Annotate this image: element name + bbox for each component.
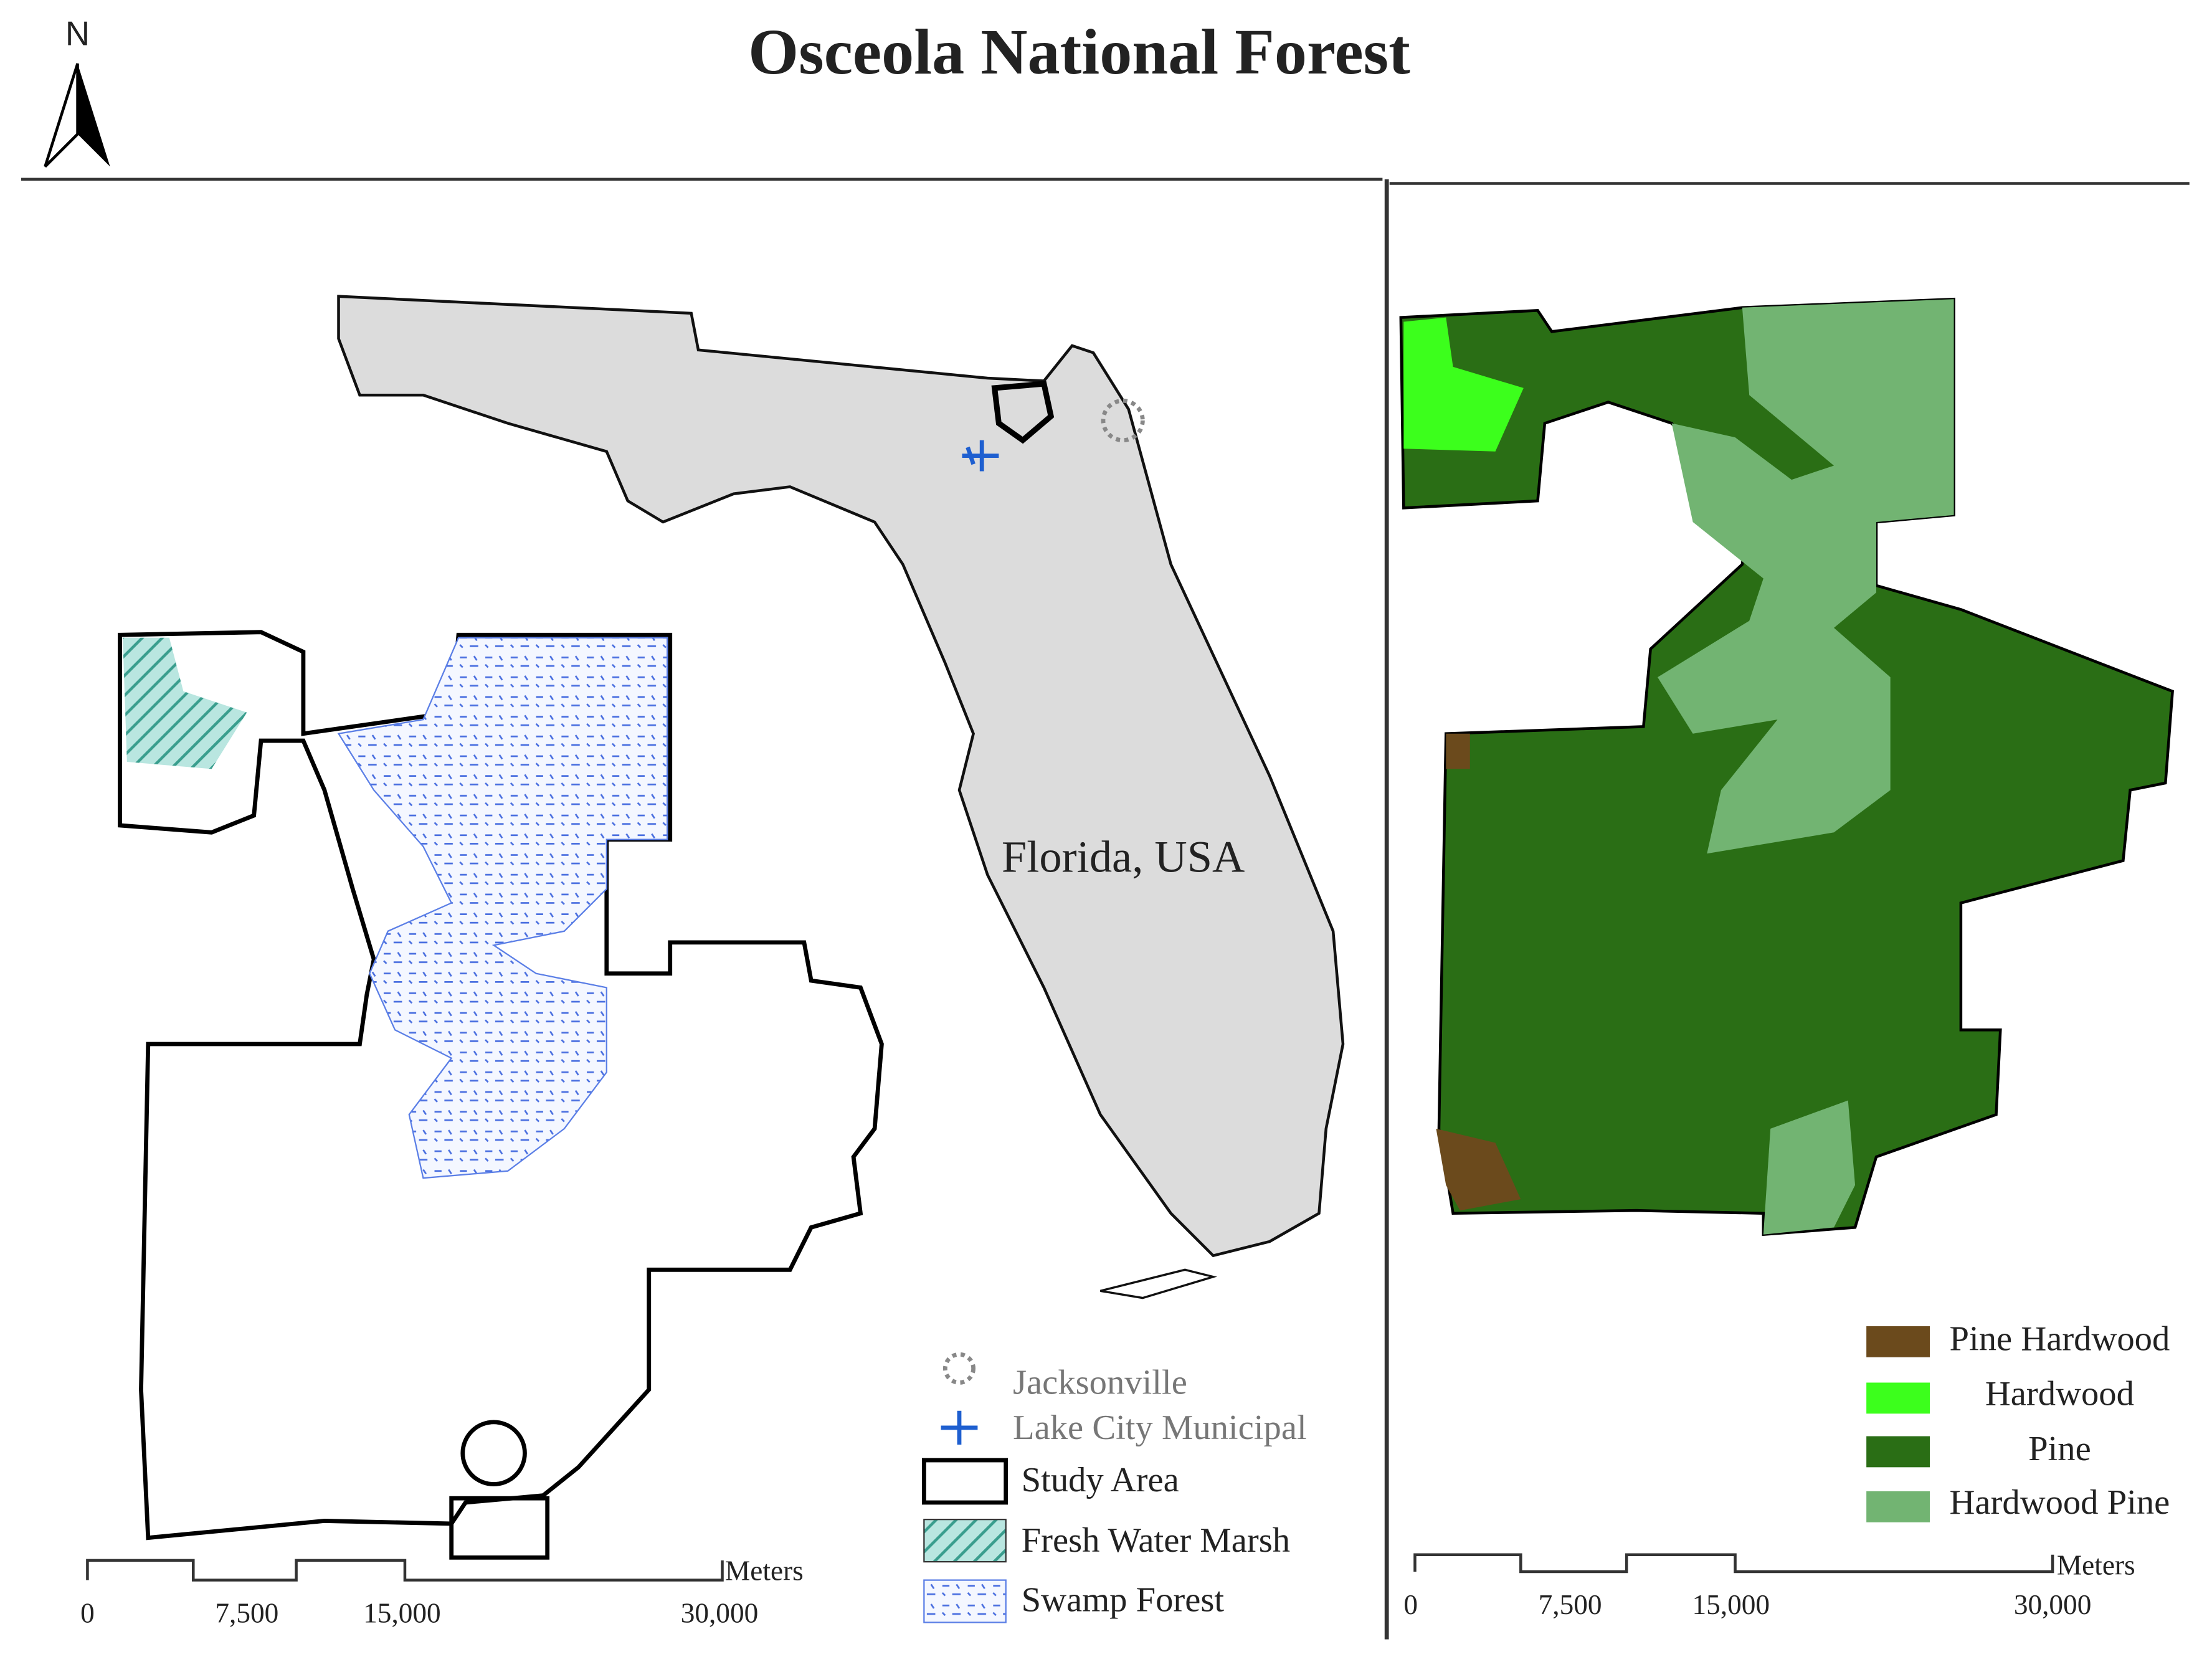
swamp-forest	[337, 637, 668, 1179]
legend-label: Hardwood Pine	[1950, 1483, 2170, 1522]
scale-label: 0	[1403, 1589, 1418, 1620]
scale-unit: Meters	[725, 1555, 804, 1587]
scale-label: 0	[80, 1597, 95, 1628]
north-label: N	[65, 15, 90, 53]
scale-label: 7,500	[215, 1597, 278, 1628]
study-area-locator	[991, 381, 1055, 444]
keys	[1100, 1268, 1218, 1299]
pine-hardwood-area	[1436, 1128, 1521, 1211]
scale-label: 15,000	[1692, 1589, 1770, 1620]
scale-label: 15,000	[363, 1597, 441, 1628]
legend-label: Jacksonville	[1013, 1364, 1187, 1402]
hardwood-pine-area	[1657, 299, 1954, 854]
legend-swatch	[1866, 1491, 1930, 1522]
study-area-feature	[449, 1496, 550, 1560]
fresh-water-marsh	[123, 637, 247, 769]
scale-label: 30,000	[2014, 1589, 2092, 1620]
north-arrow	[77, 64, 110, 167]
hardwood-pine-area	[1763, 1100, 1856, 1235]
legend-label: Lake City Municipal	[1013, 1408, 1307, 1447]
map-title: Osceola National Forest	[748, 16, 1410, 88]
legend-label: Pine	[2028, 1430, 2091, 1468]
legend-swatch	[1866, 1326, 1930, 1357]
florida-outline	[337, 295, 1345, 1258]
legend-swatch	[1866, 1436, 1930, 1468]
jacksonville-symbol	[1101, 398, 1145, 443]
hardwood-area	[1403, 317, 1524, 452]
study-area-feature	[460, 1420, 527, 1486]
scale-label: 30,000	[681, 1597, 759, 1628]
airport-symbol	[962, 440, 999, 472]
legend-label: Hardwood	[1985, 1375, 2134, 1413]
legend-label: Swamp Forest	[1022, 1580, 1225, 1619]
pine-hardwood-area	[1446, 733, 1470, 769]
legend-symbol	[941, 1410, 978, 1445]
legend-swatch	[923, 1579, 1007, 1623]
legend-label: Fresh Water Marsh	[1022, 1521, 1290, 1560]
legend-swatch	[1866, 1382, 1930, 1414]
scale-bar	[86, 1559, 724, 1582]
legend-swatch	[921, 1458, 1009, 1505]
locator-label: Florida, USA	[1002, 832, 1245, 882]
scale-bar	[1413, 1553, 2054, 1574]
scale-unit: Meters	[2057, 1549, 2135, 1580]
legend-symbol	[942, 1352, 976, 1385]
scale-label: 7,500	[1539, 1589, 1602, 1620]
legend-label: Pine Hardwood	[1950, 1319, 2170, 1358]
legend-label: Study Area	[1022, 1461, 1179, 1499]
legend-swatch	[923, 1519, 1007, 1563]
